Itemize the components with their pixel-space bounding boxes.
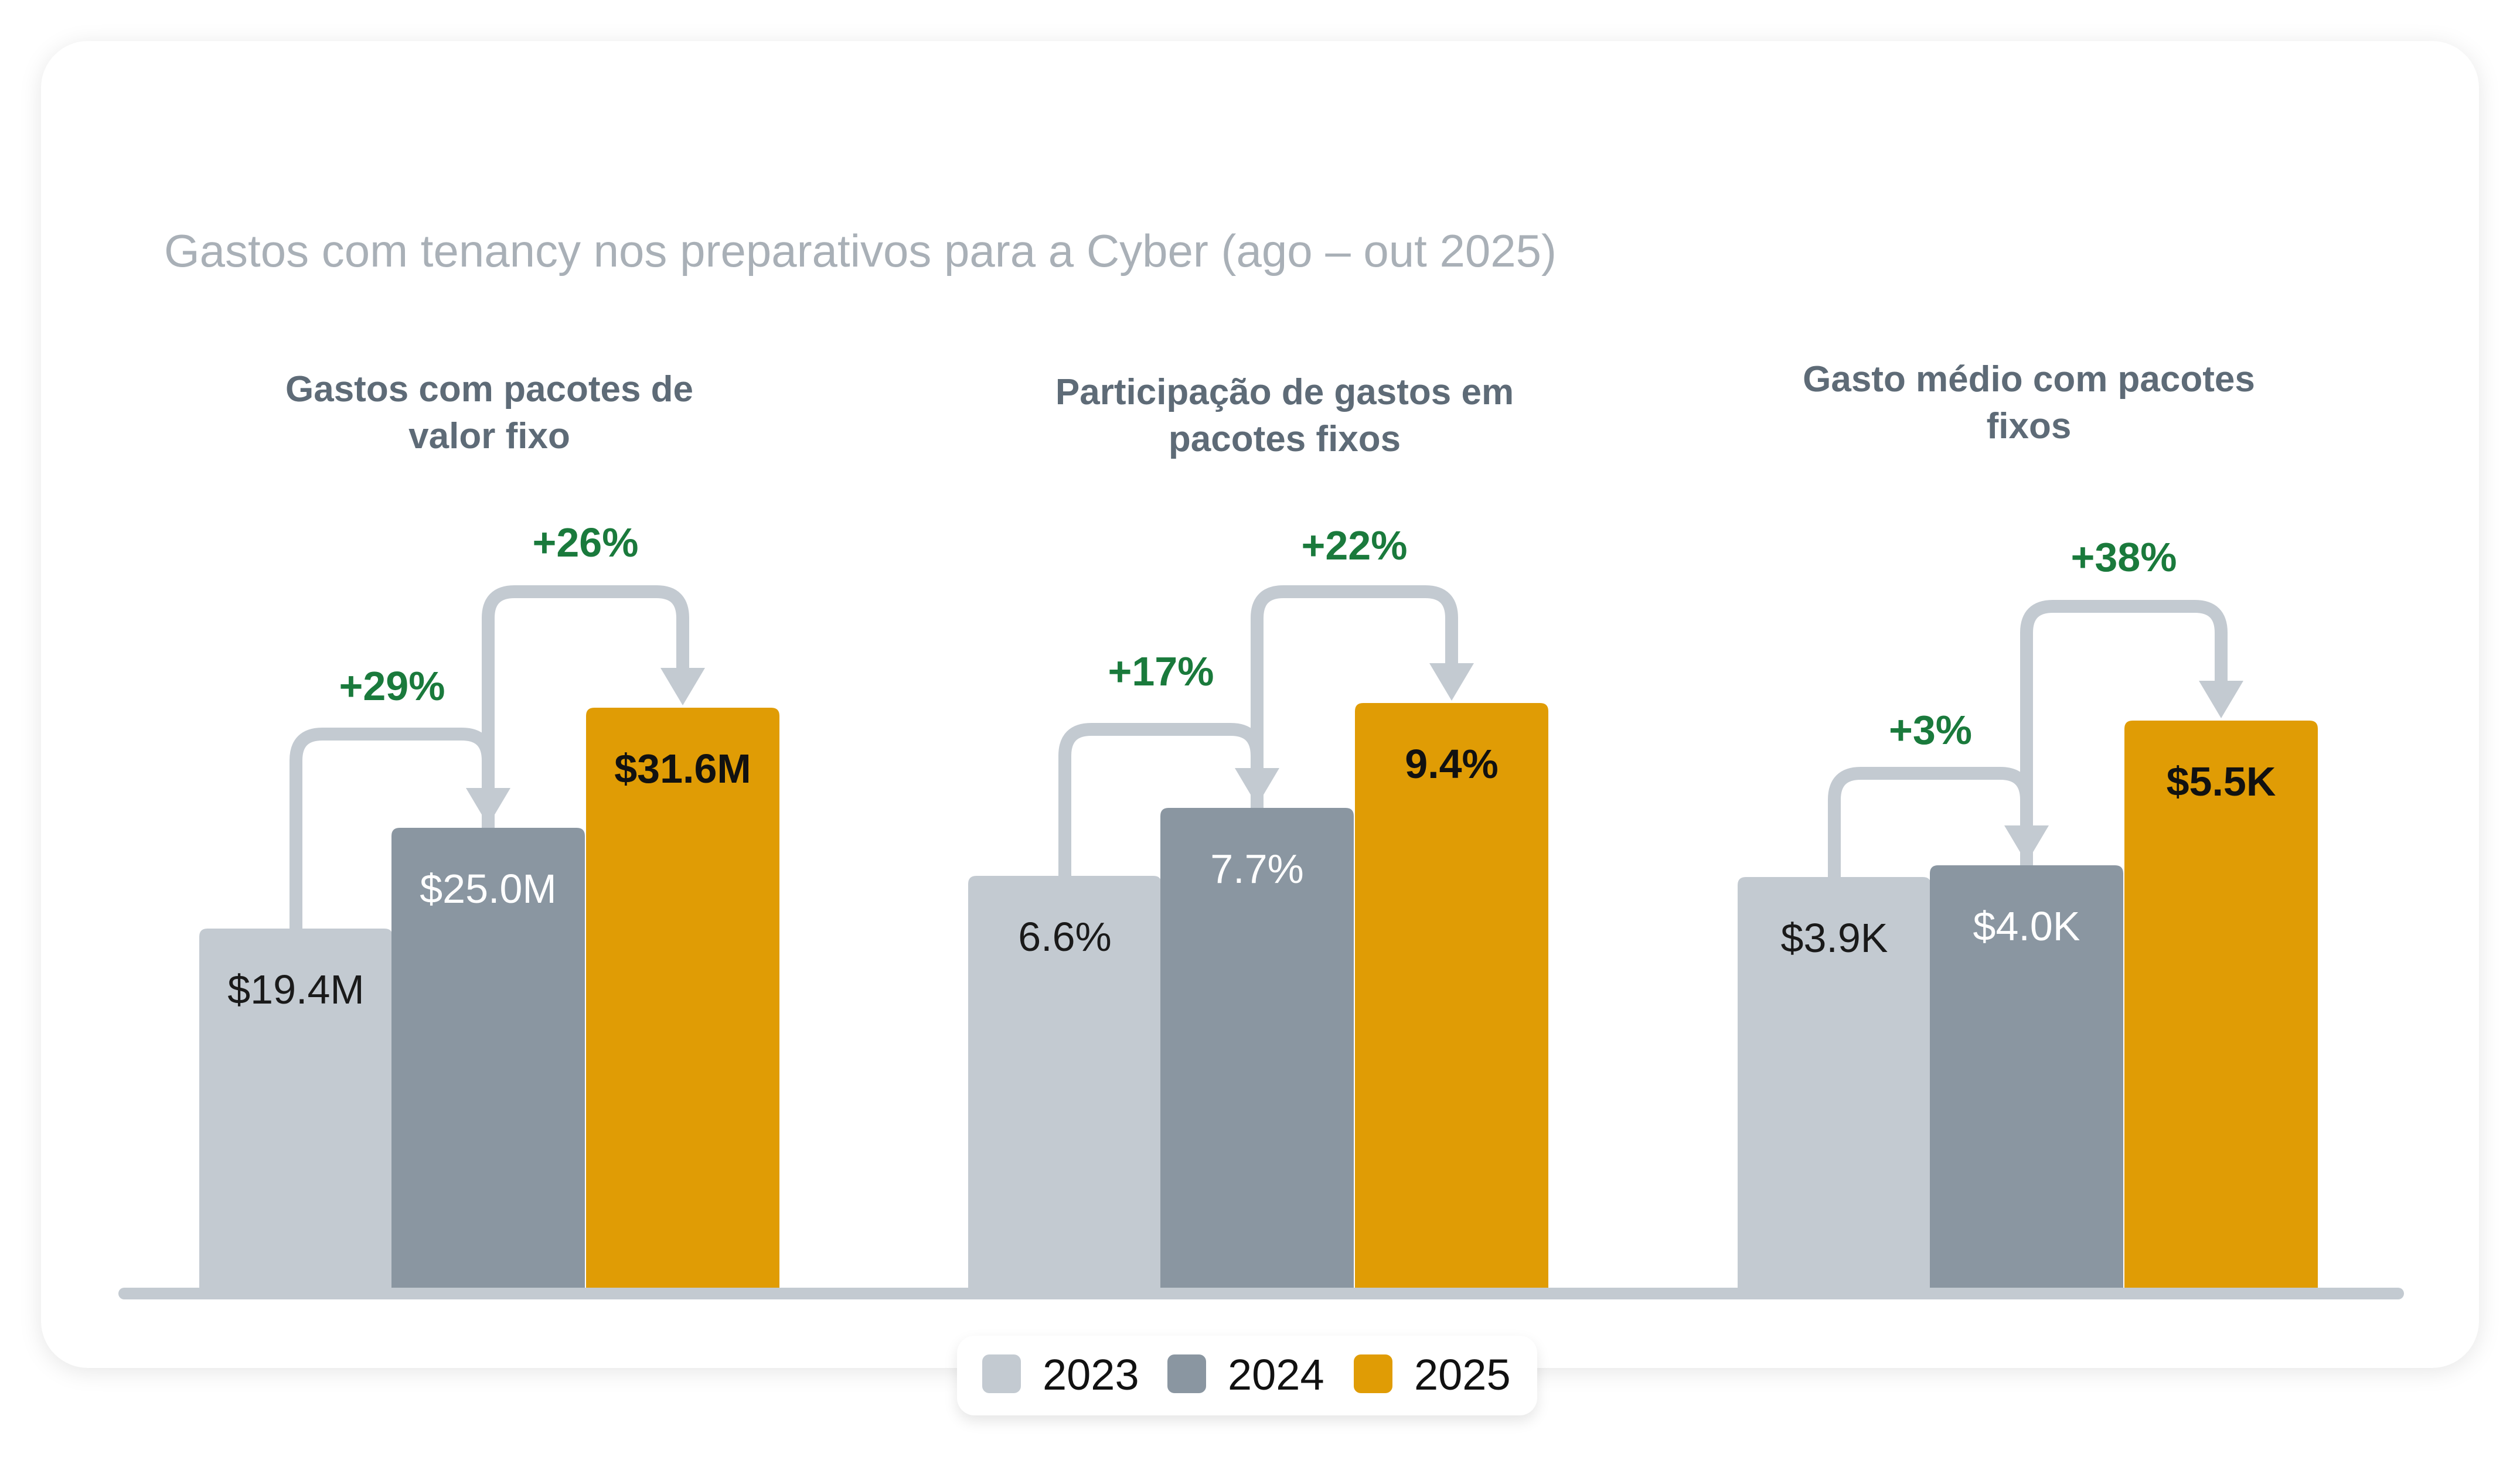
panel-title-line: fixos (1987, 406, 2072, 446)
data-label-2024: $4.0K (1973, 903, 2080, 949)
legend-swatch-2024 (1167, 1354, 1206, 1393)
growth-label: +38% (2071, 534, 2177, 580)
growth-label: +17% (1108, 649, 1214, 694)
baseline (118, 1288, 2404, 1299)
chart-title: Gastos com tenancy nos preparativos para… (164, 225, 1557, 277)
growth-arrowhead (660, 668, 705, 705)
growth-label: +26% (533, 520, 639, 565)
chart-panels: Gastos com pacotes de valor fixo $19.4M $25… (199, 359, 2318, 1288)
legend-label-2024: 2024 (1228, 1350, 1324, 1399)
data-label-2024: 7.7% (1210, 846, 1304, 892)
legend-box (957, 1336, 1537, 1415)
data-label-2025: 9.4% (1405, 741, 1499, 787)
legend-label-2025: 2025 (1414, 1350, 1511, 1399)
data-label-2023: $19.4M (227, 967, 364, 1012)
growth-label: +3% (1889, 707, 1972, 753)
data-label-2024: $25.0M (420, 866, 556, 912)
data-label-2023: $3.9K (1781, 915, 1888, 961)
data-label-2023: 6.6% (1018, 914, 1112, 960)
panel-title-line: Gasto médio com pacotes (1803, 359, 2255, 400)
panel-title-line: Participação de gastos em (1055, 372, 1514, 412)
growth-arrowhead (2199, 681, 2243, 718)
panel-title: Gastos com pacotes de valor fixo (285, 369, 693, 456)
panel-title: Gasto médio com pacotes fixos (1803, 359, 2255, 446)
chart-panel-2: Participação de gastos em pacotes fixos 6.… (968, 372, 1548, 1288)
bar-2025 (586, 708, 779, 1288)
growth-connector (482, 585, 689, 828)
legend: 2023 2024 2025 (982, 1350, 1511, 1399)
growth-connector (1251, 585, 1458, 808)
growth-label: +22% (1302, 523, 1408, 568)
chart-panel-1: Gastos com pacotes de valor fixo $19.4M $25… (199, 369, 779, 1288)
bar-2023 (199, 929, 393, 1288)
panel-title-line: pacotes fixos (1169, 419, 1401, 459)
panel-title: Participação de gastos em pacotes fixos (1055, 372, 1514, 459)
panel-title-line: Gastos com pacotes de (285, 369, 693, 410)
growth-arrowhead (1429, 663, 1474, 701)
bar-2023 (968, 876, 1162, 1288)
legend-swatch-2025 (1354, 1354, 1392, 1393)
data-label-2025: $5.5K (2167, 759, 2276, 804)
legend-label-2023: 2023 (1043, 1350, 1139, 1399)
growth-connector (2020, 600, 2228, 865)
bar-2024 (1160, 808, 1354, 1288)
growth-label: +29% (339, 663, 445, 709)
bar-2023 (1738, 877, 1931, 1288)
bar-2024 (391, 828, 585, 1288)
data-label-2025: $31.6M (614, 746, 751, 791)
bar-2025 (2124, 721, 2318, 1288)
legend-swatch-2023 (982, 1354, 1021, 1393)
panel-title-line: valor fixo (408, 416, 570, 456)
bar-2024 (1930, 865, 2123, 1288)
bar-2025 (1355, 703, 1548, 1288)
chart-panel-3: Gasto médio com pacotes fixos $3.9K $4.0K $5… (1738, 359, 2318, 1288)
growth-connector (1828, 767, 2033, 877)
